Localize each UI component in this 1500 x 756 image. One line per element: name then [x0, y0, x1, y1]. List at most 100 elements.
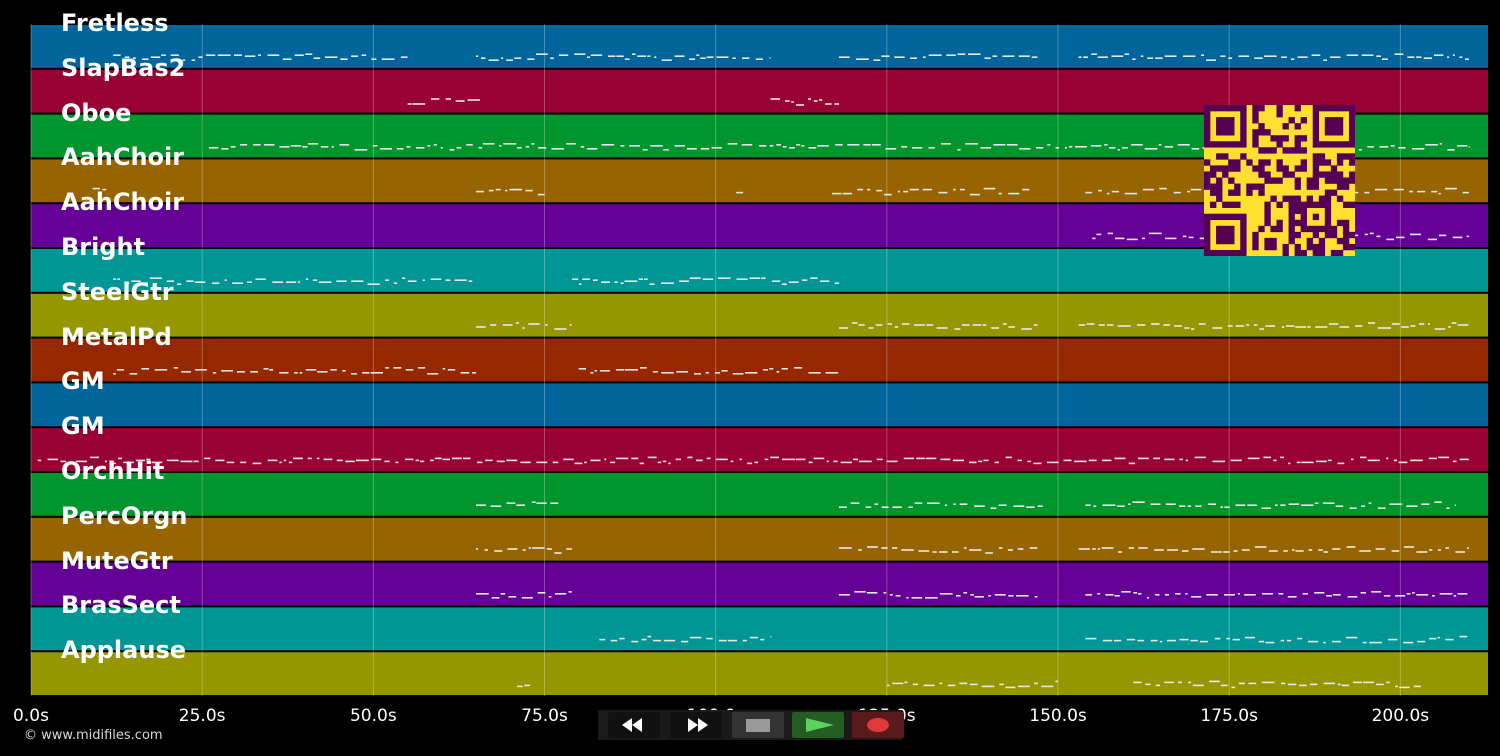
fast-forward-button[interactable] — [670, 712, 722, 738]
note — [808, 461, 813, 464]
note — [970, 594, 974, 596]
note — [909, 188, 919, 191]
note — [198, 56, 203, 58]
qr-module — [1216, 249, 1223, 256]
note — [1410, 459, 1423, 462]
note — [776, 371, 780, 373]
qr-module — [1324, 213, 1332, 221]
note — [503, 143, 517, 145]
note — [1231, 686, 1236, 689]
note — [1393, 188, 1404, 191]
qr-module — [1228, 129, 1235, 136]
note — [959, 503, 968, 505]
note — [662, 460, 667, 463]
note — [569, 324, 572, 326]
qr-module — [1324, 219, 1332, 227]
note — [351, 373, 357, 375]
note — [706, 637, 713, 640]
note — [661, 282, 674, 284]
note — [640, 367, 647, 369]
note — [1261, 507, 1271, 509]
note — [532, 547, 545, 549]
note — [491, 597, 500, 599]
note — [694, 373, 701, 375]
note — [1445, 547, 1450, 549]
note — [1341, 684, 1350, 687]
qr-module — [1264, 207, 1271, 215]
note — [418, 367, 426, 369]
note — [657, 461, 662, 464]
note — [747, 462, 753, 465]
note — [460, 372, 470, 374]
note — [282, 58, 292, 60]
note — [1137, 639, 1145, 642]
qr-module — [1348, 171, 1355, 178]
note — [883, 592, 887, 594]
time-tick-label: 25.0s — [178, 706, 226, 726]
qr-module — [1276, 177, 1283, 184]
note — [1167, 549, 1179, 551]
note — [1021, 328, 1032, 330]
note — [1367, 459, 1380, 462]
note — [563, 458, 574, 461]
note — [123, 461, 134, 464]
note — [1164, 55, 1177, 57]
note — [876, 458, 883, 461]
note — [796, 104, 804, 106]
qr-module — [1240, 123, 1247, 130]
note — [47, 458, 58, 461]
note — [620, 282, 624, 284]
note — [118, 457, 122, 460]
note — [1153, 457, 1160, 460]
note — [1074, 146, 1087, 148]
note — [476, 190, 484, 193]
note — [307, 457, 312, 460]
note — [1429, 637, 1437, 640]
note — [894, 326, 899, 328]
qr-module — [1294, 201, 1301, 208]
qr-module — [1252, 117, 1259, 124]
qr-module — [1324, 195, 1332, 202]
note — [1413, 685, 1421, 688]
stop-button[interactable] — [732, 712, 784, 738]
qr-module — [1300, 117, 1307, 124]
note — [714, 372, 721, 374]
note — [1133, 681, 1142, 684]
note — [1027, 460, 1031, 463]
note — [769, 145, 774, 147]
note — [354, 149, 368, 151]
note — [901, 146, 908, 148]
note — [858, 324, 865, 326]
note — [974, 505, 985, 507]
note — [191, 59, 196, 61]
note — [412, 103, 426, 105]
qr-module — [1204, 249, 1211, 256]
note — [834, 103, 839, 105]
note — [1029, 547, 1038, 549]
note — [221, 148, 229, 150]
note — [393, 367, 402, 369]
qr-module — [1258, 147, 1265, 154]
note — [1434, 328, 1446, 330]
note — [938, 191, 948, 194]
qr-module — [1318, 171, 1326, 178]
note — [445, 98, 451, 100]
qr-module — [1216, 183, 1223, 190]
note — [1364, 191, 1370, 194]
note — [305, 53, 313, 55]
play-button[interactable] — [792, 712, 844, 738]
record-button[interactable] — [852, 712, 904, 738]
note — [551, 148, 564, 150]
note — [810, 277, 818, 279]
note — [1455, 551, 1466, 553]
note — [990, 507, 997, 509]
note — [339, 144, 350, 146]
note — [776, 144, 781, 146]
note — [1358, 149, 1362, 151]
note — [881, 547, 888, 549]
note — [1439, 234, 1447, 237]
qr-module — [1324, 201, 1332, 208]
note — [991, 327, 999, 329]
note — [983, 187, 996, 190]
rewind-button[interactable] — [608, 712, 660, 738]
